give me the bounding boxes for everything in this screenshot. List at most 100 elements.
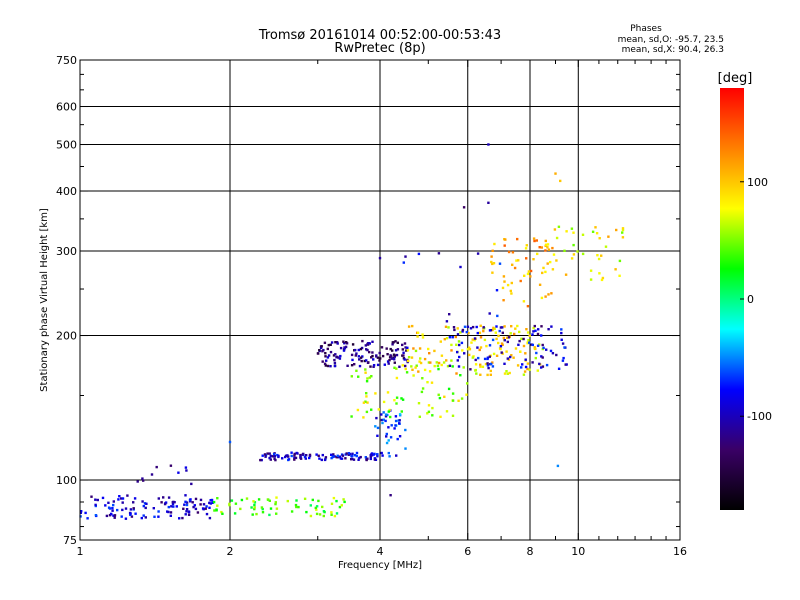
data-point	[311, 498, 314, 502]
data-point	[196, 511, 200, 514]
data-point	[112, 500, 115, 503]
data-point	[387, 426, 390, 429]
data-point	[506, 372, 509, 375]
data-point	[297, 505, 300, 509]
data-point	[381, 354, 385, 358]
data-point	[213, 509, 216, 512]
data-point	[394, 349, 398, 352]
data-point	[594, 226, 597, 229]
data-point	[454, 335, 457, 339]
data-point	[157, 497, 160, 500]
data-point	[117, 498, 120, 501]
data-point	[162, 496, 165, 499]
data-point	[560, 328, 563, 331]
data-point	[448, 313, 451, 316]
data-point	[178, 517, 181, 520]
data-point	[347, 452, 351, 455]
data-point	[351, 457, 354, 461]
data-point	[509, 355, 512, 359]
data-point	[405, 371, 409, 374]
data-point	[339, 457, 343, 460]
data-point	[370, 408, 373, 411]
data-point	[208, 501, 211, 505]
y-tick-label: 100	[56, 474, 77, 487]
data-point	[169, 511, 173, 514]
data-point	[498, 347, 502, 350]
data-point	[552, 253, 556, 256]
data-point	[501, 343, 504, 346]
data-point	[545, 348, 548, 351]
data-point	[169, 464, 173, 467]
data-point	[503, 244, 506, 247]
data-point	[450, 343, 453, 347]
data-point	[335, 456, 338, 459]
data-point	[303, 455, 307, 459]
data-point	[450, 349, 453, 352]
data-point	[451, 414, 455, 417]
data-point	[330, 456, 333, 460]
data-point	[390, 424, 393, 427]
data-point	[545, 243, 548, 246]
data-point	[317, 499, 320, 503]
data-point	[295, 499, 298, 502]
data-point	[379, 357, 382, 360]
data-point	[547, 293, 550, 296]
data-point	[444, 325, 448, 328]
data-point	[418, 360, 421, 363]
data-point	[253, 501, 257, 504]
data-point	[404, 346, 407, 349]
data-point	[465, 330, 468, 334]
data-point	[199, 498, 203, 502]
data-point	[354, 348, 357, 352]
data-point	[185, 510, 188, 513]
data-point	[205, 512, 209, 516]
data-point	[273, 455, 276, 458]
data-point	[363, 359, 366, 363]
data-point	[394, 340, 397, 343]
data-point	[544, 239, 547, 243]
data-point	[351, 358, 354, 362]
data-point	[152, 507, 155, 510]
data-point	[433, 349, 436, 353]
data-point	[321, 505, 324, 509]
data-point	[187, 513, 191, 516]
data-point	[376, 363, 380, 367]
data-point	[112, 514, 115, 517]
data-point	[512, 356, 515, 359]
data-point	[541, 271, 544, 275]
data-point	[204, 507, 207, 510]
data-point	[598, 237, 601, 240]
data-point	[345, 341, 348, 344]
data-point	[129, 508, 133, 511]
data-point	[437, 252, 441, 255]
data-point	[460, 397, 464, 400]
y-tick-label: 75	[63, 534, 77, 547]
data-point	[396, 348, 400, 351]
data-point	[509, 289, 512, 293]
data-point	[261, 511, 265, 514]
data-point	[305, 454, 308, 457]
data-point	[371, 351, 374, 354]
data-point	[463, 352, 466, 355]
data-point	[79, 515, 82, 518]
data-point	[380, 413, 383, 416]
data-point	[404, 428, 407, 432]
data-point	[120, 497, 123, 500]
data-point	[104, 504, 107, 507]
data-point	[367, 342, 370, 345]
data-point	[364, 456, 367, 459]
data-point	[293, 456, 296, 460]
data-point	[502, 299, 505, 302]
data-point	[321, 360, 324, 363]
data-point	[364, 400, 367, 403]
data-point	[467, 331, 470, 335]
data-point	[417, 402, 421, 405]
x-tick-label: 1	[77, 545, 84, 558]
data-point	[378, 359, 381, 362]
data-point	[318, 513, 322, 516]
data-point	[370, 454, 374, 457]
data-point	[316, 352, 320, 355]
data-point	[318, 349, 321, 352]
data-point	[374, 392, 377, 395]
x-tick-label: 8	[527, 545, 534, 558]
